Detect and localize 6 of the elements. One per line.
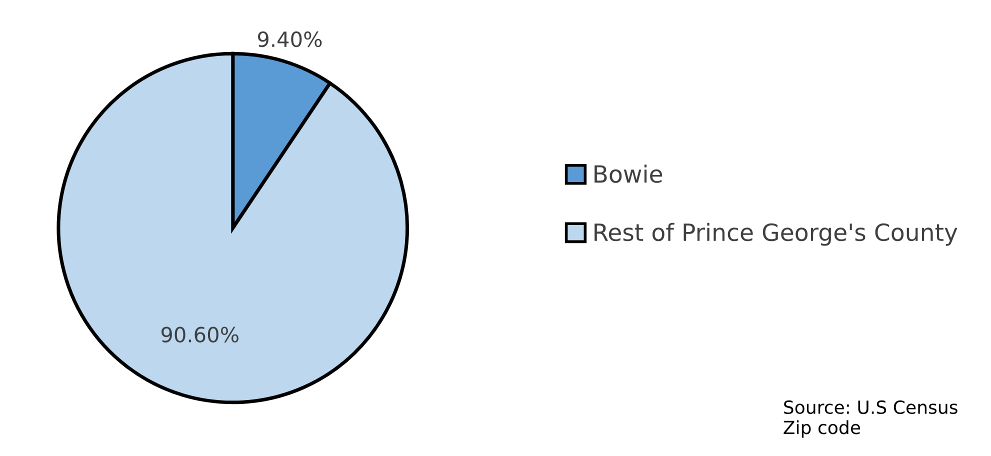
legend-label: Bowie [594, 164, 662, 183]
source-note: Source: U.S Census Zip code [784, 400, 958, 438]
data-label: 9.40% [258, 31, 322, 48]
pie-slice [56, 52, 410, 404]
legend-label: Rest of Prince George's County [594, 222, 958, 246]
data-label: 90.60% [161, 326, 238, 343]
